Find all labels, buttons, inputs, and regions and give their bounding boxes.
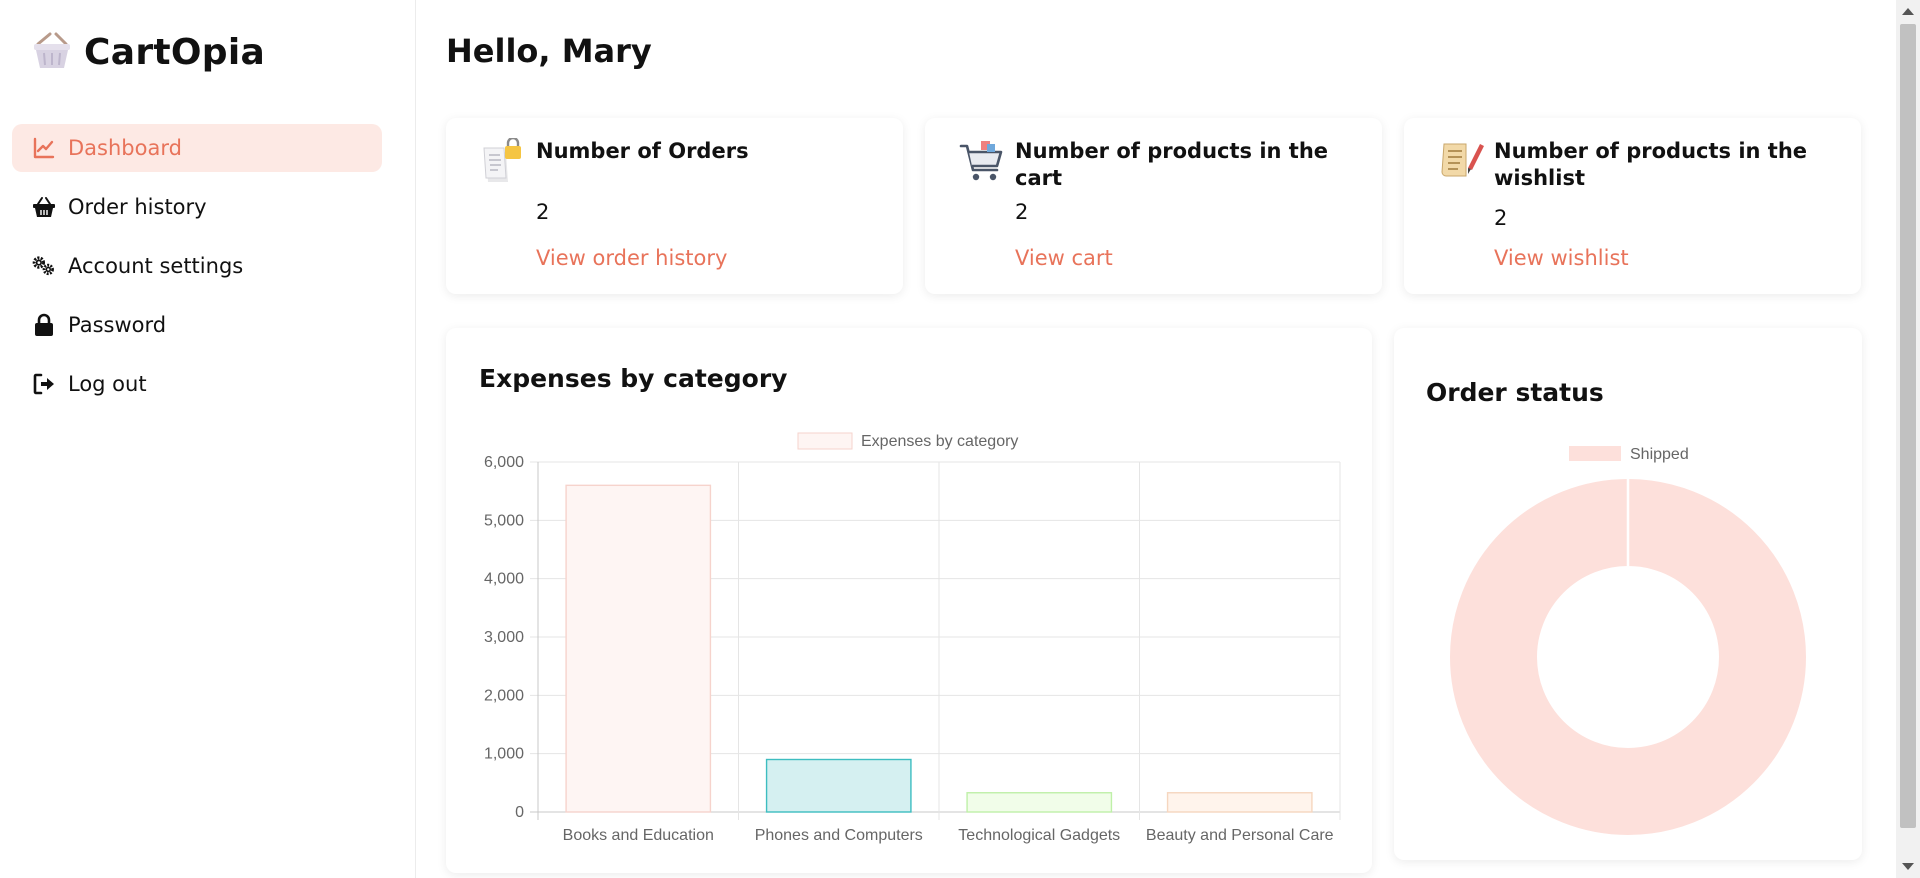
sidebar-item-log-out[interactable]: Log out [12, 360, 382, 408]
logout-icon [33, 373, 54, 395]
sidebar-item-account-settings[interactable]: Account settings [12, 242, 382, 290]
order-status-card: Order status Shipped [1394, 328, 1862, 860]
cart-stat-card: Number of products in the cart 2 View ca… [925, 118, 1382, 294]
basket-icon [33, 197, 55, 217]
wishlist-scroll-icon [1441, 143, 1484, 177]
sidebar-item-label: Account settings [68, 254, 244, 278]
y-tick-label: 2,000 [484, 687, 524, 704]
bar [1166, 792, 1313, 813]
bar [966, 792, 1113, 813]
view-cart-link[interactable]: View cart [1015, 246, 1113, 270]
receipt-lock-icon [483, 138, 521, 182]
sidebar-item-dashboard[interactable]: Dashboard [12, 124, 382, 172]
sidebar-item-label: Dashboard [68, 136, 182, 160]
brand-name: CartOpia [84, 31, 266, 73]
x-tick-label: Technological Gadgets [958, 827, 1120, 844]
scroll-up-arrow-icon[interactable] [1902, 8, 1914, 15]
page-scrollbar[interactable] [1896, 0, 1920, 878]
x-tick-label: Books and Education [563, 827, 714, 844]
stat-title: Number of Orders [536, 139, 749, 163]
lock-icon [35, 313, 53, 336]
legend-swatch [1569, 446, 1621, 461]
x-tick-label: Phones and Computers [755, 827, 923, 844]
brand-logo[interactable]: CartOpia [30, 30, 265, 74]
y-tick-label: 3,000 [484, 629, 524, 646]
legend-label: Shipped [1630, 446, 1689, 463]
stat-title: Number of products in the wishlist [1494, 139, 1808, 190]
y-tick-label: 5,000 [484, 512, 524, 529]
bar [565, 484, 712, 813]
orders-stat-card: Number of Orders 2 View order history [446, 118, 903, 294]
chart-title: Order status [1426, 378, 1604, 407]
sidebar-item-order-history[interactable]: Order history [12, 183, 382, 231]
expenses-bar-chart: Expenses by category 0 1,000 2,000 3,000 4,00… [484, 432, 1341, 844]
stat-value: 2 [536, 200, 550, 224]
shopping-cart-icon [959, 141, 1003, 181]
y-tick-label: 1,000 [484, 746, 524, 763]
order-status-donut-chart: Shipped [1450, 446, 1806, 835]
stat-title: Number of products in the cart [1015, 139, 1329, 190]
sidebar-item-password[interactable]: Password [12, 301, 382, 349]
legend-swatch [797, 432, 853, 450]
stat-value: 2 [1015, 200, 1029, 224]
wishlist-stat-card: Number of products in the wishlist 2 Vie… [1404, 118, 1861, 294]
sidebar-item-label: Log out [68, 372, 147, 396]
scrollbar-thumb[interactable] [1900, 24, 1916, 828]
page-title: Hello, Mary [446, 32, 652, 70]
stat-value: 2 [1494, 206, 1508, 230]
y-tick-label: 6,000 [484, 454, 524, 471]
gears-icon [32, 256, 54, 276]
x-tick-label: Beauty and Personal Care [1146, 827, 1334, 844]
legend-label: Expenses by category [861, 433, 1018, 450]
chart-line-icon [33, 137, 55, 159]
view-order-history-link[interactable]: View order history [536, 246, 728, 270]
y-tick-label: 4,000 [484, 571, 524, 588]
sidebar-nav: Dashboard Order history Account [12, 124, 382, 419]
basket-logo-icon [34, 32, 70, 68]
sidebar-item-label: Password [68, 313, 167, 337]
expenses-chart-card: Expenses by category Expenses by categor… [446, 328, 1372, 873]
bar [765, 758, 912, 813]
sidebar-item-label: Order history [68, 195, 207, 219]
view-wishlist-link[interactable]: View wishlist [1494, 246, 1629, 270]
chart-title: Expenses by category [479, 364, 788, 393]
scroll-down-arrow-icon[interactable] [1902, 863, 1914, 870]
y-tick-label: 0 [515, 804, 524, 821]
sidebar: CartOpia Dashboard Order history [0, 0, 416, 878]
